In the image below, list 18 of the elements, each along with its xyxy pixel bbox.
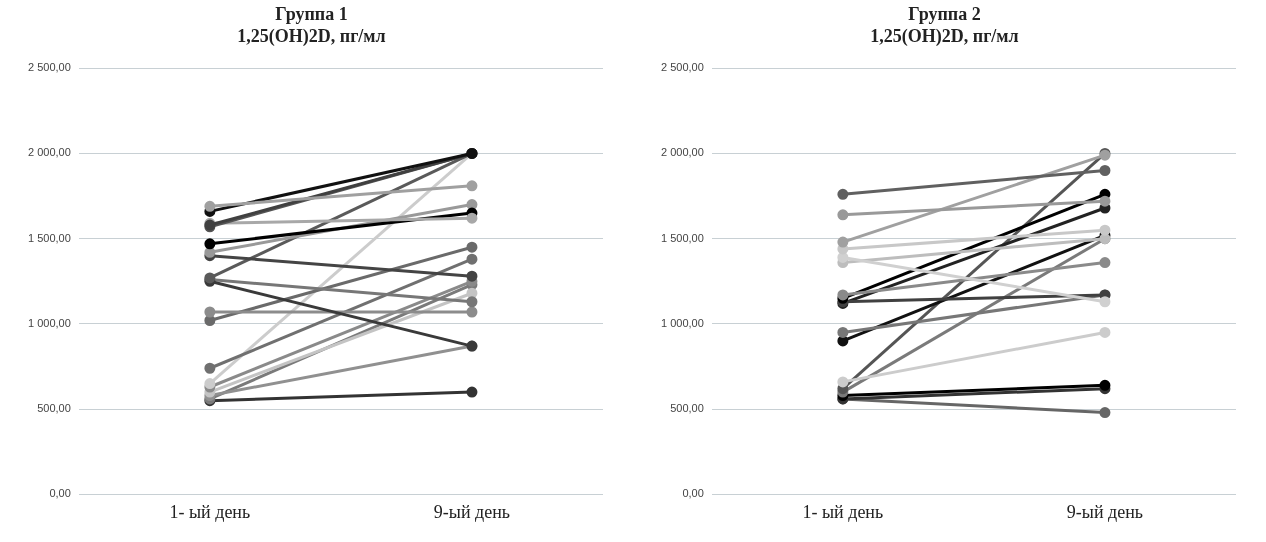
x-tick-label: 1- ый день (169, 501, 251, 522)
chart-title: Группа 1 1,25(OH)2D, пг/мл (237, 4, 386, 48)
x-tick-label: 9-ый день (433, 501, 511, 522)
y-tick-label: 1 000,00 (27, 316, 71, 329)
y-tick-label: 500,00 (37, 402, 71, 415)
x-tick-label: 9-ый день (1066, 501, 1144, 522)
y-tick-label: 1 000,00 (660, 316, 704, 329)
chart-title: Группа 2 1,25(OH)2D, пг/мл (870, 4, 1019, 48)
y-tick-label: 2 500,00 (27, 61, 71, 74)
y-tick-label: 1 500,00 (660, 231, 704, 244)
x-tick-label: 1- ый день (802, 501, 884, 522)
y-tick-label: 500,00 (670, 402, 704, 415)
y-tick-label: 2 000,00 (660, 146, 704, 159)
y-tick-label: 2 000,00 (27, 146, 71, 159)
y-tick-label: 0,00 (49, 487, 71, 500)
y-tick-label: 2 500,00 (660, 61, 704, 74)
y-tick-label: 1 500,00 (27, 231, 71, 244)
y-tick-label: 0,00 (682, 487, 704, 500)
